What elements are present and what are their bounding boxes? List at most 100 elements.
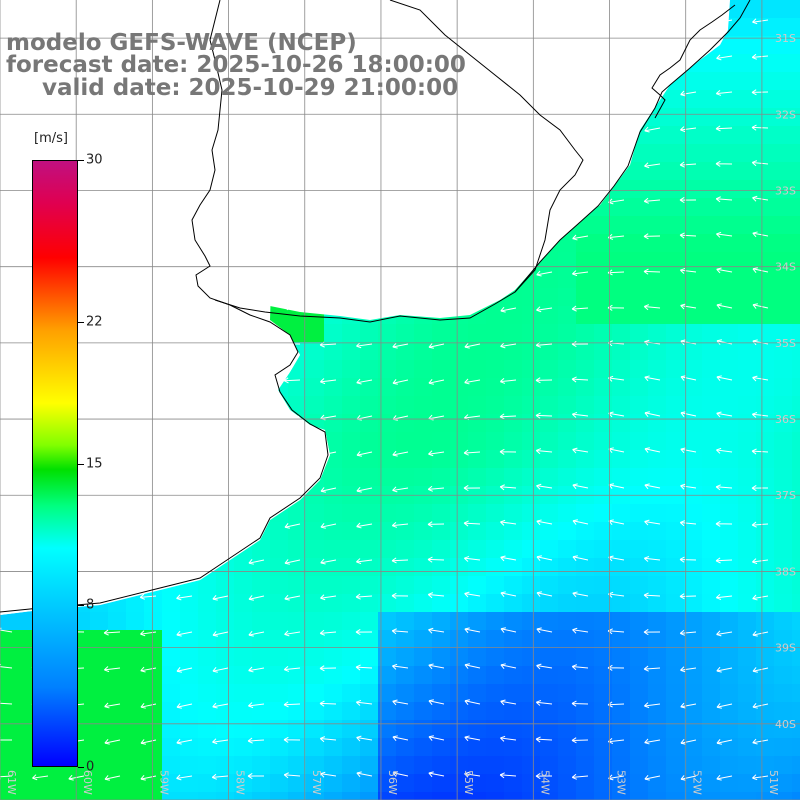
wind-speed-cell [774, 630, 792, 648]
wind-speed-cell [684, 612, 702, 630]
wind-speed-cell [558, 504, 576, 522]
wind-speed-cell [504, 414, 522, 432]
wind-speed-cell [666, 378, 684, 396]
wind-speed-cell [720, 270, 738, 288]
wind-speed-cell [234, 594, 252, 612]
wind-speed-cell [738, 774, 756, 792]
colorbar-tick-mark [78, 160, 84, 161]
wind-speed-cell [594, 630, 612, 648]
wind-arrow [571, 664, 589, 671]
wind-speed-cell [396, 684, 414, 702]
wind-speed-cell [558, 360, 576, 378]
wind-arrow [499, 484, 517, 491]
wind-speed-cell [792, 666, 800, 684]
wind-speed-cell [396, 360, 414, 378]
wind-speed-cell [378, 612, 396, 630]
wind-speed-cell [450, 738, 468, 756]
wind-speed-cell [684, 216, 702, 234]
wind-speed-cell [648, 216, 666, 234]
wind-speed-cell [432, 324, 450, 342]
wind-speed-cell [792, 432, 800, 450]
wind-arrow [212, 667, 229, 673]
wind-speed-cell [108, 792, 126, 800]
wind-speed-cell [0, 630, 18, 648]
wind-speed-cell [666, 396, 684, 414]
wind-speed-cell [504, 576, 522, 594]
wind-speed-cell [198, 684, 216, 702]
wind-speed-cell [738, 144, 756, 162]
wind-arrow [104, 775, 121, 781]
wind-speed-cell [756, 360, 774, 378]
wind-speed-cell [540, 648, 558, 666]
wind-speed-cell [702, 648, 720, 666]
wind-speed-cell [234, 666, 252, 684]
wind-speed-cell [288, 594, 306, 612]
wind-speed-cell [756, 432, 774, 450]
wind-arrow [752, 231, 769, 238]
wind-speed-cell [540, 288, 558, 306]
wind-speed-cell [630, 594, 648, 612]
wind-speed-cell [378, 666, 396, 684]
wind-speed-cell [342, 414, 360, 432]
wind-speed-cell [522, 648, 540, 666]
wind-speed-cell [504, 324, 522, 342]
wind-speed-cell [756, 594, 774, 612]
wind-speed-cell [738, 324, 756, 342]
wind-speed-cell [792, 684, 800, 702]
wind-speed-cell [270, 630, 288, 648]
wind-speed-cell [774, 306, 792, 324]
wind-arrow [284, 559, 301, 565]
wind-speed-cell [288, 720, 306, 738]
wind-speed-cell [450, 396, 468, 414]
wind-arrow [716, 54, 733, 61]
wind-speed-cell [396, 522, 414, 540]
wind-speed-cell [252, 738, 270, 756]
wind-arrow [140, 739, 157, 745]
wind-arrow [428, 663, 445, 670]
wind-speed-cell [792, 522, 800, 540]
wind-speed-cell [648, 378, 666, 396]
wind-speed-cell [324, 612, 342, 630]
wind-speed-cell [576, 558, 594, 576]
wind-speed-cell [306, 792, 324, 800]
wind-speed-cell [342, 432, 360, 450]
wind-speed-cell [702, 468, 720, 486]
wind-speed-cell [648, 162, 666, 180]
wind-arrow [319, 700, 337, 707]
wind-speed-cell [324, 666, 342, 684]
wind-speed-cell [270, 594, 288, 612]
wind-arrow [535, 377, 553, 384]
wind-arrow [571, 411, 589, 418]
wind-arrow [356, 486, 373, 493]
wind-speed-cell [522, 360, 540, 378]
wind-speed-cell [648, 504, 666, 522]
wind-arrow [643, 592, 661, 599]
wind-speed-cell [702, 198, 720, 216]
wind-speed-cell [144, 720, 162, 738]
wind-speed-cell [432, 630, 450, 648]
wind-speed-cell [666, 450, 684, 468]
wind-speed-cell [702, 702, 720, 720]
wind-speed-cell [738, 270, 756, 288]
wind-speed-cell [306, 504, 324, 522]
wind-speed-cell [666, 198, 684, 216]
wind-speed-cell [18, 756, 36, 774]
wind-speed-cell [738, 684, 756, 702]
wind-speed-cell [306, 738, 324, 756]
wind-speed-cell [486, 396, 504, 414]
wind-arrow [500, 342, 517, 349]
wind-speed-cell [684, 126, 702, 144]
wind-speed-cell [792, 756, 800, 774]
wind-speed-cell [720, 90, 738, 108]
wind-speed-cell [162, 738, 180, 756]
wind-arrow [535, 448, 553, 455]
wind-arrow [716, 703, 733, 709]
wind-speed-cell [234, 720, 252, 738]
wind-arrow [176, 703, 193, 709]
wind-speed-cell [288, 630, 306, 648]
wind-speed-cell [594, 378, 612, 396]
wind-speed-cell [558, 540, 576, 558]
wind-speed-cell [306, 558, 324, 576]
wind-speed-cell [198, 738, 216, 756]
wind-arrow [752, 630, 769, 637]
